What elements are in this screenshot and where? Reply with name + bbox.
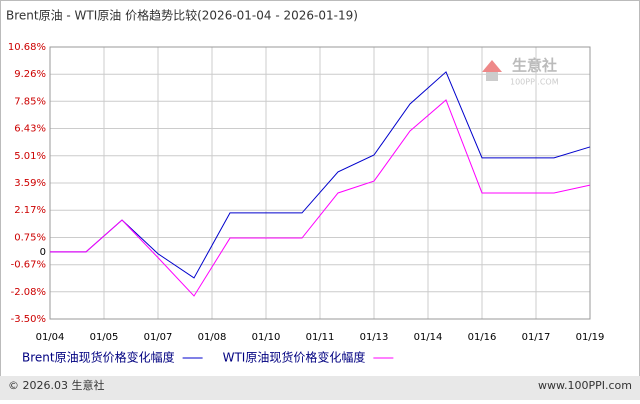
x-tick-label: 01/08 bbox=[198, 332, 227, 343]
y-tick-label: 3.59% bbox=[14, 178, 46, 189]
y-tick-label: 9.26% bbox=[14, 69, 46, 80]
x-tick-label: 01/17 bbox=[522, 332, 551, 343]
y-tick-label: 0 bbox=[40, 247, 46, 258]
y-tick-label: 5.01% bbox=[14, 151, 46, 162]
y-tick-label: -2.08% bbox=[11, 287, 46, 298]
x-tick-label: 01/10 bbox=[252, 332, 281, 343]
watermark-name: 生意社 bbox=[512, 57, 557, 75]
y-tick-label: 10.68% bbox=[8, 42, 46, 53]
x-tick-label: 01/13 bbox=[360, 332, 389, 343]
x-tick-label: 01/16 bbox=[468, 332, 497, 343]
series-line bbox=[50, 71, 591, 279]
watermark: 生意社 100PPI.COM bbox=[482, 57, 559, 87]
y-tick-label: 6.43% bbox=[14, 124, 46, 135]
plot-border bbox=[49, 46, 591, 320]
x-tick-label: 01/19 bbox=[576, 332, 605, 343]
watermark-site: 100PPI.COM bbox=[510, 78, 559, 87]
footer-bar bbox=[0, 376, 640, 400]
y-tick-label: -0.67% bbox=[11, 260, 46, 271]
footer-right: www.100PPI.com bbox=[538, 379, 632, 392]
x-tick-label: 01/11 bbox=[306, 332, 335, 343]
legend-label: Brent原油现货价格变化幅度 bbox=[22, 350, 175, 365]
y-tick-label: 7.85% bbox=[14, 96, 46, 107]
legend-label: WTI原油现货价格变化幅度 bbox=[223, 350, 366, 365]
series-line bbox=[50, 99, 591, 297]
y-tick-label: 2.17% bbox=[14, 205, 46, 216]
chart-title: Brent原油 - WTI原油 价格趋势比较(2026-01-04 - 2026… bbox=[6, 8, 358, 23]
logo-roof bbox=[482, 60, 502, 72]
y-tick-label: -3.50% bbox=[11, 314, 46, 325]
x-tick-label: 01/04 bbox=[36, 332, 65, 343]
logo-body bbox=[486, 72, 498, 81]
x-tick-label: 01/07 bbox=[144, 332, 173, 343]
x-tick-label: 01/14 bbox=[414, 332, 443, 343]
x-tick-label: 01/05 bbox=[90, 332, 119, 343]
y-tick-label: 0.75% bbox=[14, 232, 46, 243]
footer-left: © 2026.03 生意社 bbox=[8, 378, 104, 392]
